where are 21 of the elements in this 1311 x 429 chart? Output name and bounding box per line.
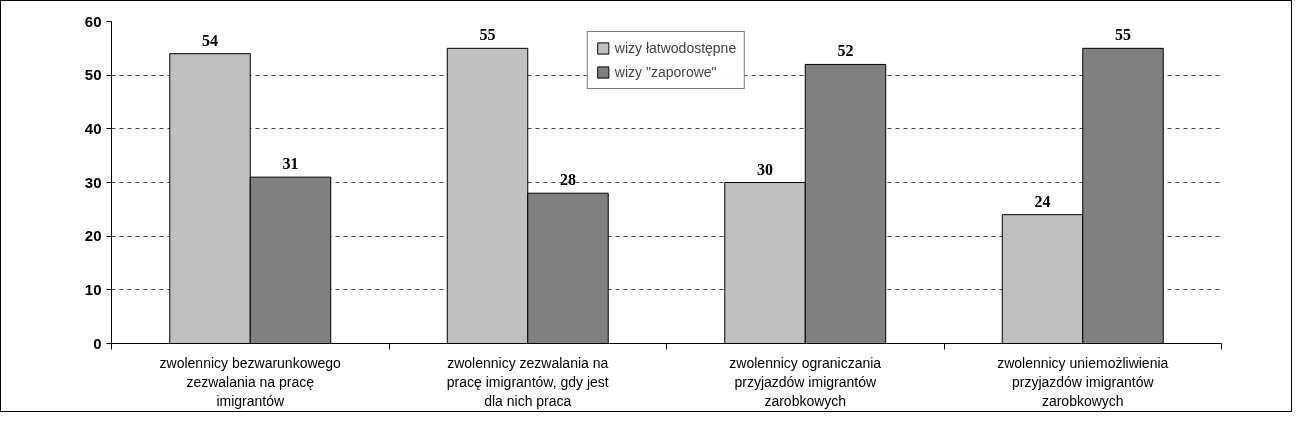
y-tick-label: 40 <box>84 119 102 137</box>
y-tick-label: 30 <box>84 173 102 191</box>
data-label: 31 <box>282 155 299 173</box>
x-tick-label: zwolennicy ograniczania przyjazdów imigrantów zarobkowych <box>729 354 882 409</box>
data-label: 54 <box>202 31 219 49</box>
y-tick-label: 50 <box>84 66 102 84</box>
data-label: 55 <box>479 26 496 44</box>
x-tick-label: zwolennicy bezwarunkowego zezwalania na pracę imigrantów <box>159 354 342 409</box>
y-tick-label: 20 <box>84 227 102 245</box>
y-tick-label: 10 <box>84 280 102 298</box>
y-tick-label: 0 <box>93 334 102 352</box>
data-label: 30 <box>757 160 774 178</box>
legend-label: wizy łatwodostępne <box>614 40 737 56</box>
data-label: 55 <box>1114 26 1131 44</box>
y-tick-label: 60 <box>84 12 102 30</box>
data-label: 24 <box>1034 192 1051 210</box>
data-label: 52 <box>837 42 854 60</box>
legend-label: wizy "zaporowe" <box>614 64 717 80</box>
data-label: 28 <box>559 171 576 189</box>
x-tick-label: zwolennicy uniemożliwienia przyjazdów imigrantów zarobkowych <box>997 354 1169 409</box>
x-tick-label: zwolennicy zezwalania na pracę imigrantów, gdy jest dla nich praca <box>446 354 609 409</box>
